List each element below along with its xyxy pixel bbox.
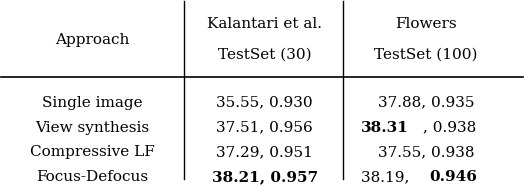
Text: 37.51, 0.956: 37.51, 0.956: [216, 121, 313, 134]
Text: Approach: Approach: [56, 33, 130, 46]
Text: TestSet (30): TestSet (30): [218, 48, 311, 62]
Text: Compressive LF: Compressive LF: [30, 145, 155, 159]
Text: 38.21, 0.957: 38.21, 0.957: [212, 170, 318, 184]
Text: 37.88, 0.935: 37.88, 0.935: [378, 96, 474, 110]
Text: Single image: Single image: [42, 96, 143, 110]
Text: Flowers: Flowers: [396, 17, 457, 31]
Text: 35.55, 0.930: 35.55, 0.930: [216, 96, 313, 110]
Text: 38.31: 38.31: [361, 121, 409, 134]
Text: 37.29, 0.951: 37.29, 0.951: [216, 145, 313, 159]
Text: 37.55, 0.938: 37.55, 0.938: [378, 145, 474, 159]
Text: Kalantari et al.: Kalantari et al.: [207, 17, 322, 31]
Text: , 0.938: , 0.938: [423, 121, 476, 134]
Text: 38.19,: 38.19,: [361, 170, 414, 184]
Text: Focus-Defocus: Focus-Defocus: [37, 170, 149, 184]
Text: View synthesis: View synthesis: [36, 121, 150, 134]
Text: 0.946: 0.946: [430, 170, 477, 184]
Text: TestSet (100): TestSet (100): [375, 48, 478, 62]
